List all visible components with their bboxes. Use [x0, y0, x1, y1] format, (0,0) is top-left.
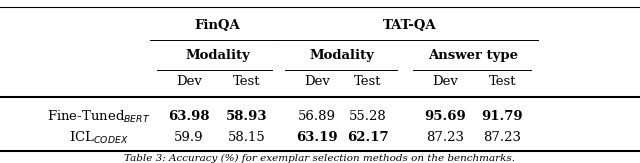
Text: 56.89: 56.89 [298, 110, 336, 123]
Text: 62.17: 62.17 [347, 131, 389, 144]
Text: Dev: Dev [176, 75, 202, 88]
Text: 59.9: 59.9 [174, 131, 204, 144]
Text: 63.19: 63.19 [296, 131, 338, 144]
Text: 58.15: 58.15 [228, 131, 265, 144]
Text: ICL$_{CODEX}$: ICL$_{CODEX}$ [69, 130, 129, 146]
Text: Dev: Dev [304, 75, 330, 88]
Text: 87.23: 87.23 [426, 131, 464, 144]
Text: Test: Test [489, 75, 516, 88]
Text: Modality: Modality [185, 49, 250, 62]
Text: Test: Test [355, 75, 381, 88]
Text: Table 3: Accuracy (%) for exemplar selection methods on the benchmarks.: Table 3: Accuracy (%) for exemplar selec… [125, 154, 515, 163]
Text: 91.79: 91.79 [481, 110, 524, 123]
Text: 55.28: 55.28 [349, 110, 387, 123]
Text: FinQA: FinQA [195, 19, 241, 32]
Text: Modality: Modality [310, 49, 375, 62]
Text: Test: Test [233, 75, 260, 88]
Text: 58.93: 58.93 [226, 110, 267, 123]
Text: TAT-QA: TAT-QA [383, 19, 436, 32]
Text: Fine-Tuned$_{BERT}$: Fine-Tuned$_{BERT}$ [47, 109, 151, 125]
Text: 95.69: 95.69 [424, 110, 466, 123]
Text: Dev: Dev [432, 75, 458, 88]
Text: Answer type: Answer type [429, 49, 518, 62]
Text: 63.98: 63.98 [168, 110, 209, 123]
Text: 87.23: 87.23 [483, 131, 522, 144]
